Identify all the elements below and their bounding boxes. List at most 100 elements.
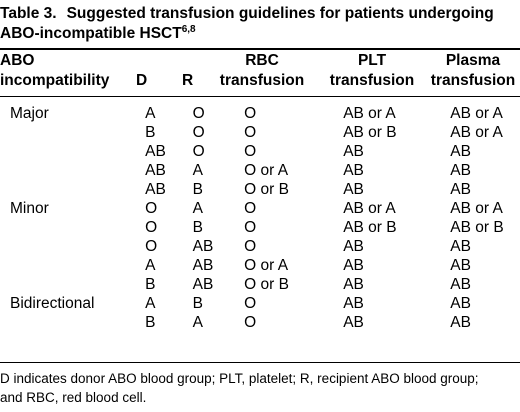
- cell-group: [0, 237, 145, 256]
- table-title-line-2: ABO-incompatible HSCT: [0, 25, 182, 42]
- table-number: Table 3.: [0, 5, 57, 22]
- cell-recipient: A: [192, 200, 203, 217]
- cell-recipient: AB: [192, 257, 214, 274]
- header-rbc-transfusion: RBC transfusion: [214, 51, 310, 91]
- cell-donor: O: [145, 200, 158, 217]
- bottom-rule: [0, 362, 520, 363]
- table-title-line-1: Suggested transfusion guidelines for pat…: [66, 5, 494, 22]
- caption-line-1: Table 3. Suggested transfusion guidelines…: [0, 4, 520, 24]
- header-abo-line-2: incompatibility: [0, 72, 110, 89]
- cell-plasma: AB: [450, 314, 471, 331]
- cell-group: [0, 142, 145, 161]
- table-row: B A O AB AB: [0, 313, 520, 332]
- cell-donor: AB: [145, 181, 166, 198]
- cell-group: Bidirectional: [10, 295, 95, 312]
- table-row: B O O AB or B AB or A: [0, 123, 520, 142]
- cell-plt: AB: [343, 257, 364, 274]
- cell-donor: O: [145, 238, 158, 255]
- cell-plasma: AB or B: [450, 219, 504, 236]
- cell-group: [0, 218, 145, 237]
- header-recipient: R: [182, 72, 194, 89]
- cell-plt: AB: [343, 143, 364, 160]
- cell-plasma: AB: [450, 295, 471, 312]
- cell-rbc: O or B: [244, 276, 289, 293]
- cell-plt: AB: [343, 276, 364, 293]
- header-plt-line-2: transfusion: [329, 72, 415, 89]
- cell-donor: A: [145, 257, 156, 274]
- table-row: B AB O or B AB AB: [0, 275, 520, 294]
- cell-plt: AB: [343, 314, 364, 331]
- cell-group: [0, 313, 145, 332]
- header-rule: [0, 96, 520, 97]
- header-abo-line-1: ABO: [0, 52, 35, 69]
- table-row: AB O O AB AB: [0, 142, 520, 161]
- cell-recipient: AB: [192, 238, 214, 255]
- cell-plt: AB: [343, 238, 364, 255]
- cell-plasma: AB: [450, 143, 471, 160]
- cell-rbc: O: [244, 200, 257, 217]
- header-rbc-line-1: RBC: [245, 52, 279, 69]
- cell-donor: A: [145, 295, 156, 312]
- cell-plt: AB or B: [343, 219, 397, 236]
- cell-rbc: O: [244, 314, 257, 331]
- cell-recipient: B: [192, 219, 203, 236]
- cell-rbc: O: [244, 143, 257, 160]
- footnote-line-1: D indicates donor ABO blood group; PLT, …: [0, 371, 479, 386]
- cell-plasma: AB: [450, 162, 471, 179]
- header-plt-transfusion: PLT transfusion: [322, 51, 422, 91]
- header-donor: D: [136, 72, 148, 89]
- cell-group: Minor: [10, 200, 49, 217]
- cell-donor: A: [145, 105, 156, 122]
- table-row: Major A O O AB or A AB or A: [0, 104, 520, 123]
- cell-plt: AB: [343, 295, 364, 312]
- cell-recipient: A: [192, 162, 203, 179]
- cell-rbc: O: [244, 238, 257, 255]
- cell-plasma: AB or A: [450, 124, 503, 141]
- header-abo-incompatibility: ABO incompatibility: [0, 51, 109, 91]
- top-rule: [0, 48, 520, 50]
- cell-plt: AB: [343, 162, 364, 179]
- cell-recipient: O: [192, 143, 205, 160]
- cell-plt: AB or A: [343, 200, 396, 217]
- cell-recipient: B: [192, 181, 203, 198]
- cell-group: [0, 275, 145, 294]
- footnote-line-2: and RBC, red blood cell.: [0, 390, 147, 405]
- citation-superscript: 6,8: [181, 23, 196, 35]
- cell-donor: AB: [145, 162, 166, 179]
- cell-recipient: AB: [192, 276, 214, 293]
- cell-plasma: AB: [450, 181, 471, 198]
- header-plasma-line-2: transfusion: [430, 72, 516, 89]
- table-row: AB A O or A AB AB: [0, 161, 520, 180]
- cell-recipient: O: [192, 124, 205, 141]
- cell-rbc: O or A: [244, 257, 289, 274]
- table-row: AB B O or B AB AB: [0, 180, 520, 199]
- header-plasma-transfusion: Plasma transfusion: [426, 51, 520, 91]
- cell-recipient: B: [192, 295, 203, 312]
- table-row: Minor O A O AB or A AB or A: [0, 199, 520, 218]
- cell-donor: B: [145, 124, 156, 141]
- cell-group: [0, 161, 145, 180]
- table-row: Bidirectional A B O AB AB: [0, 294, 520, 313]
- cell-plt: AB or A: [343, 105, 396, 122]
- cell-rbc: O: [244, 219, 257, 236]
- table-row: A AB O or A AB AB: [0, 256, 520, 275]
- cell-donor: B: [145, 276, 156, 293]
- transfusion-table: Major A O O AB or A AB or A B O O AB or …: [0, 104, 520, 332]
- cell-group: [0, 123, 145, 142]
- table-row: O B O AB or B AB or B: [0, 218, 520, 237]
- cell-rbc: O: [244, 105, 257, 122]
- cell-plasma: AB: [450, 276, 471, 293]
- table-footnote: D indicates donor ABO blood group; PLT, …: [0, 369, 520, 407]
- cell-group: Major: [10, 105, 49, 122]
- cell-plt: AB or B: [343, 124, 397, 141]
- cell-plasma: AB: [450, 238, 471, 255]
- cell-donor: O: [145, 219, 158, 236]
- cell-donor: AB: [145, 143, 166, 160]
- cell-group: [0, 180, 145, 199]
- cell-donor: B: [145, 314, 156, 331]
- cell-recipient: A: [192, 314, 203, 331]
- cell-rbc: O or A: [244, 162, 289, 179]
- cell-plasma: AB or A: [450, 105, 503, 122]
- header-plt-line-1: PLT: [357, 52, 387, 69]
- caption-line-2: ABO-incompatible HSCT6,8: [0, 24, 520, 44]
